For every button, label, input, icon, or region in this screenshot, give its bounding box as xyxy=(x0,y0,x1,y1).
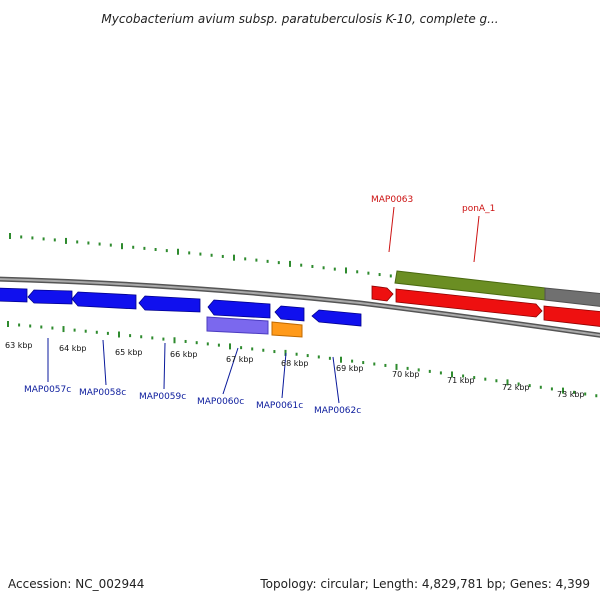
kbp-label: 63 kbp xyxy=(5,341,33,350)
gene-label-map0059c[interactable]: MAP0059c xyxy=(139,392,186,402)
label-leader-lines xyxy=(47,206,480,404)
kbp-scale: 63 kbp 64 kbp 65 kbp 66 kbp 67 kbp 68 kb… xyxy=(5,341,585,399)
map-title: Mycobacterium avium subsp. paratuberculo… xyxy=(101,12,498,26)
gene-label-map0060c[interactable]: MAP0060c xyxy=(197,397,244,407)
gene-arrow-reverse xyxy=(27,289,73,305)
kbp-label: 73 kbp xyxy=(557,390,585,399)
gene-label-map0057c[interactable]: MAP0057c xyxy=(24,385,71,395)
gene-arrow-reverse xyxy=(311,309,362,327)
kbp-label: 71 kbp xyxy=(447,376,475,385)
forward-strand-genes xyxy=(371,285,600,327)
gene-arrow-reverse xyxy=(207,299,271,319)
gene-arrow-forward xyxy=(543,305,600,327)
cds-feature-orange xyxy=(271,321,303,338)
cds-feature-violet xyxy=(206,316,269,335)
gene-label-pona-1[interactable]: ponA_1 xyxy=(462,204,495,214)
gene-arrow-forward xyxy=(395,288,543,318)
gene-label-map0061c[interactable]: MAP0061c xyxy=(256,401,303,411)
tick-marks-lower xyxy=(7,321,598,398)
cds-features xyxy=(206,270,600,338)
gene-arrow-reverse xyxy=(71,291,137,310)
kbp-label: 65 kbp xyxy=(115,348,143,357)
reverse-strand-genes xyxy=(0,287,362,327)
gene-arrow-reverse xyxy=(0,287,28,303)
kbp-label: 68 kbp xyxy=(281,359,309,368)
genome-backbone xyxy=(0,276,600,338)
gene-labels: MAP0057c MAP0058c MAP0059c MAP0060c MAP0… xyxy=(24,195,495,416)
accession-text: Accession: NC_002944 xyxy=(8,577,145,591)
gene-arrow-reverse xyxy=(138,295,201,313)
gene-label-map0063[interactable]: MAP0063 xyxy=(371,195,413,205)
gene-label-map0062c[interactable]: MAP0062c xyxy=(314,406,361,416)
kbp-label: 70 kbp xyxy=(392,370,420,379)
gene-arrow-reverse xyxy=(274,305,305,322)
gene-arrow-forward xyxy=(371,285,394,302)
cds-feature-gray xyxy=(544,287,600,307)
kbp-label: 72 kbp xyxy=(502,383,530,392)
kbp-label: 64 kbp xyxy=(59,344,87,353)
kbp-label: 69 kbp xyxy=(336,364,364,373)
kbp-label: 67 kbp xyxy=(226,355,254,364)
gene-label-map0058c[interactable]: MAP0058c xyxy=(79,388,126,398)
kbp-label: 66 kbp xyxy=(170,350,198,359)
topology-summary: Topology: circular; Length: 4,829,781 bp… xyxy=(260,577,590,591)
